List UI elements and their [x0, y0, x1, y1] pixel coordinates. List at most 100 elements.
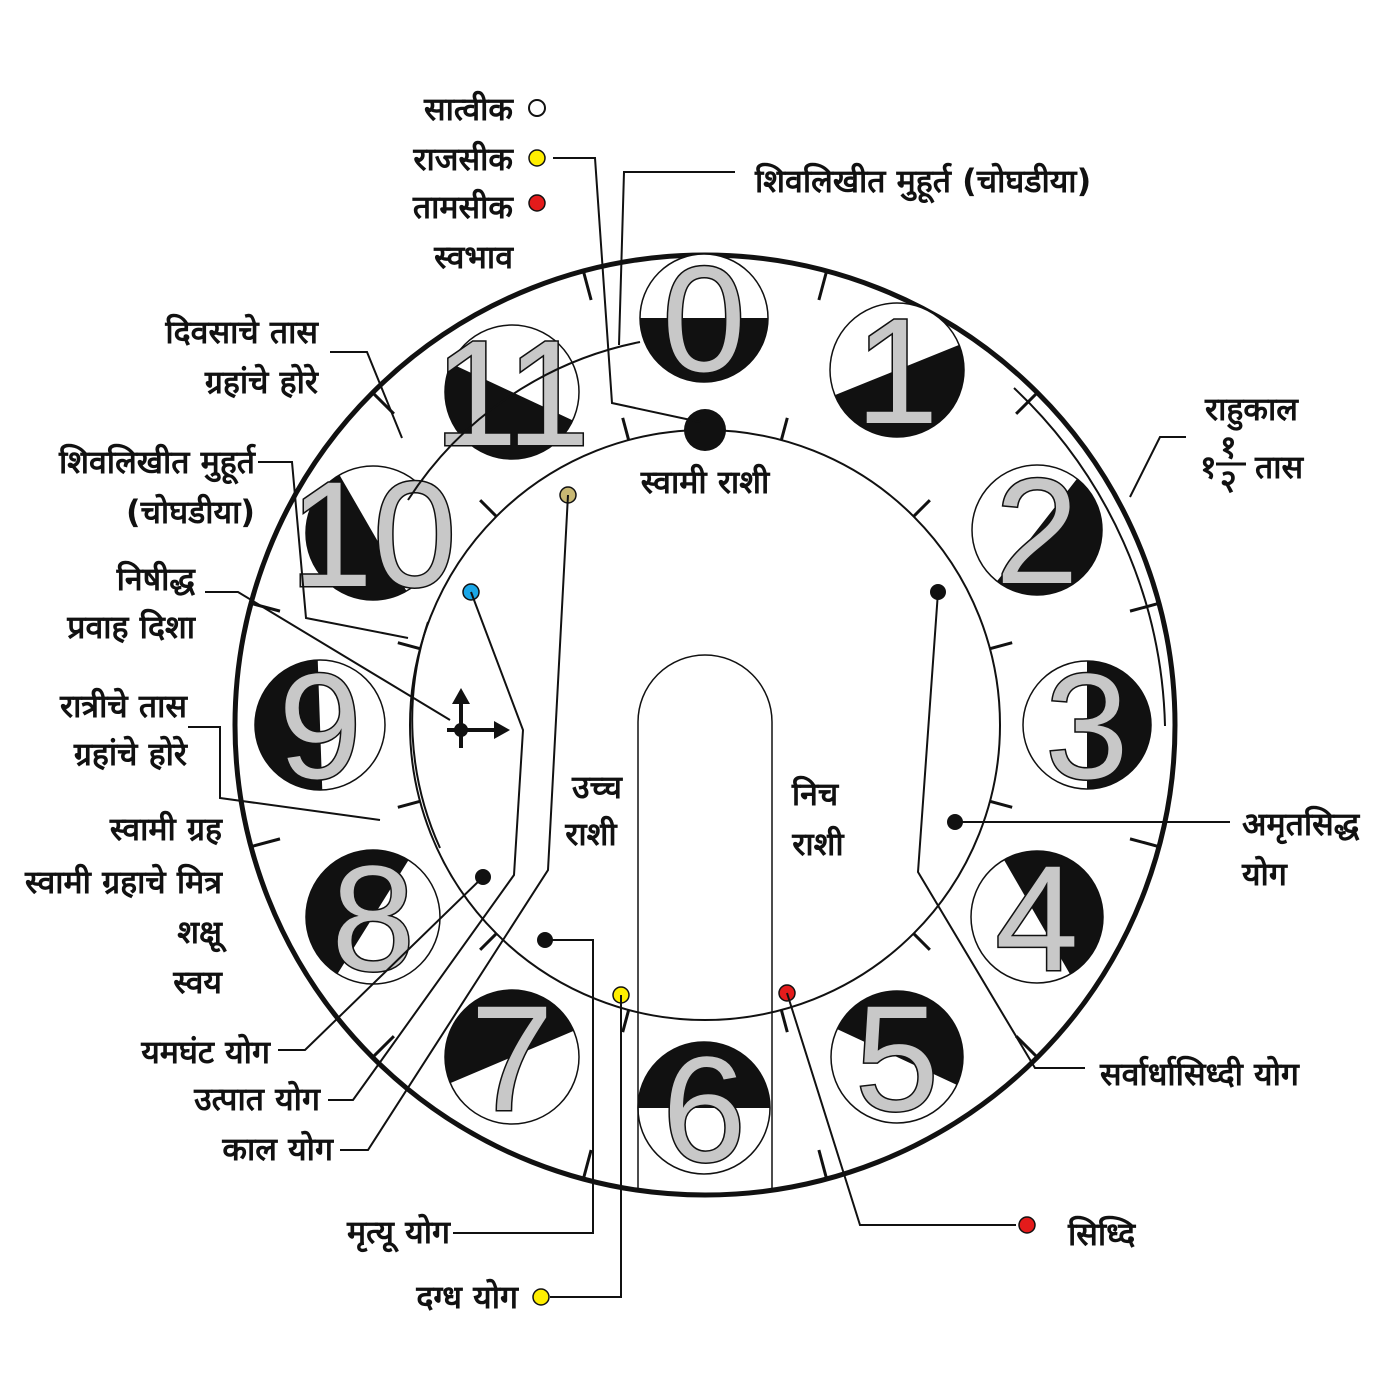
hour-number: 0: [662, 235, 745, 403]
hour-number: 7: [470, 974, 553, 1142]
hour-circle-shade: [834, 344, 964, 437]
hour-number: 10: [290, 450, 457, 618]
hour-circle-shade: [996, 478, 1102, 595]
day-hours-arc: [407, 341, 641, 501]
hour-circle-shade: [1087, 661, 1151, 789]
hour-circle-0: 0: [639, 234, 769, 405]
lord-sign-label: स्वामी राशी: [640, 463, 771, 501]
hour-number: 5: [855, 974, 938, 1142]
legend-dot-rajasik: [528, 149, 546, 167]
outer-tick: [817, 270, 829, 301]
hour-number: 4: [995, 834, 1078, 1002]
hour-circle-9: 9: [254, 641, 386, 812]
mrityu-label: मृत्यू योग: [346, 1213, 451, 1253]
outer-tick: [817, 1149, 829, 1180]
shivlikhit-left-arc: [411, 621, 441, 849]
inner-tick: [989, 799, 1013, 809]
legend-dot-sattvik: [528, 99, 546, 117]
outer-tick: [1129, 601, 1160, 613]
inner-tick: [912, 499, 931, 518]
outer-tick: [250, 837, 281, 849]
hour-circle-7: 7: [444, 973, 580, 1144]
sarvartha-label: सर्वार्धासिध्दी योग: [1099, 1055, 1300, 1093]
outer-tick: [581, 270, 593, 301]
dagdha-label: दग्ध योग: [415, 1278, 519, 1316]
legend-nature: स्वभाव: [433, 238, 514, 276]
inner-tick: [912, 932, 931, 951]
shivlikhit-top-label: शिवलिखीत मुहूर्त (चोघडीया): [754, 162, 1091, 204]
hour-circle-shade: [445, 363, 573, 459]
enemy-label: शक्षू: [177, 913, 227, 953]
rahukaal-unit: तास: [1254, 448, 1305, 486]
hour-circle-shade: [638, 1042, 770, 1108]
kaal-label: काल योग: [221, 1130, 334, 1168]
night-hours-label-1: रात्रीचे तास: [59, 687, 188, 725]
day-hours-label-2: ग्रहांचे होरे: [204, 363, 320, 401]
legend-tamasik: तामसीक: [412, 188, 515, 226]
amrut-label-1: अमृतसिद्ध: [1242, 805, 1361, 845]
hour-circle-shade: [306, 850, 409, 974]
shivlikhit-left-label-1: शिवलिखीत मुहूर्त: [58, 443, 257, 485]
inner-tick: [989, 641, 1013, 651]
rahukaal-denominator: २: [1220, 462, 1237, 500]
inner-tick: [479, 499, 498, 518]
rahukaal-duration: १ १ २ तास: [1200, 428, 1305, 500]
inner-tick: [479, 932, 498, 951]
hour-circle-shade: [640, 318, 768, 382]
rahukaal-arc: [1013, 387, 1166, 727]
leader-lines: [188, 157, 1230, 1298]
outer-tick: [371, 1035, 395, 1059]
central-arch: [637, 654, 773, 1190]
siddhi-legend-dot: [1018, 1216, 1036, 1234]
hour-circle-6: 6: [637, 1024, 771, 1195]
inner-tick: [397, 799, 421, 809]
rahukaal-label-1: राहुकाल: [1204, 390, 1299, 431]
rahukaal-whole: १: [1200, 448, 1217, 486]
hour-number: 6: [662, 1025, 745, 1193]
hour-circle-5: 5: [830, 973, 964, 1144]
lord-planet-label: स्वामी ग्रह: [109, 810, 223, 848]
amrut-label-2: योग: [1241, 855, 1288, 893]
hour-circle-2: 2: [971, 446, 1103, 617]
lord-sign-dot: [684, 409, 726, 451]
night-hours-label-2: ग्रहांचे होरे: [73, 735, 189, 773]
debil-label-2: राशी: [791, 825, 845, 863]
hour-circle-4: 4: [970, 833, 1104, 1004]
hour-circle-shade: [837, 991, 963, 1085]
exalt-label-1: उच्च: [571, 768, 624, 806]
hour-number: 9: [278, 642, 361, 810]
inner-tick: [779, 417, 789, 441]
hour-number: 8: [331, 834, 414, 1002]
outer-tick: [250, 601, 281, 613]
inner-tick: [779, 1009, 789, 1033]
outer-tick: [581, 1149, 593, 1180]
hour-circle-3: 3: [1022, 641, 1152, 812]
yamaghant-label: यमघंट योग: [140, 1033, 271, 1071]
hour-circle-shade: [445, 990, 574, 1084]
outer-tick: [1129, 837, 1160, 849]
day-hours-label-1: दिवसाचे तास: [164, 313, 319, 351]
hour-number: 11: [434, 309, 590, 477]
siddhi-label: सिध्दि: [1067, 1215, 1136, 1253]
utpat-label: उत्पात योग: [193, 1080, 321, 1118]
hour-circle-shade: [255, 660, 323, 790]
inner-tick: [397, 641, 421, 651]
inner-tick: [621, 1009, 631, 1033]
forbidden-label-1: निषीद्ध: [116, 560, 197, 598]
shivlikhit-left-label-2: (चोघडीया): [126, 493, 255, 531]
inner-tick: [621, 417, 631, 441]
hour-circle-shade: [306, 474, 407, 600]
hour-number: 2: [995, 447, 1078, 615]
lord-friend-label: स्वामी ग्रहाचे मित्र: [24, 863, 223, 901]
hour-circle-11: 11: [433, 308, 592, 479]
exalt-label-2: राशी: [564, 815, 618, 853]
self-label: स्वय: [172, 963, 223, 1001]
legend-dot-tamasik: [528, 194, 546, 212]
outer-tick: [1015, 1035, 1039, 1059]
dagdha-legend-dot: [532, 1288, 550, 1306]
direction-cross: [447, 688, 510, 748]
outer-tick: [1015, 391, 1039, 415]
hour-circle-10: 10: [288, 449, 458, 620]
